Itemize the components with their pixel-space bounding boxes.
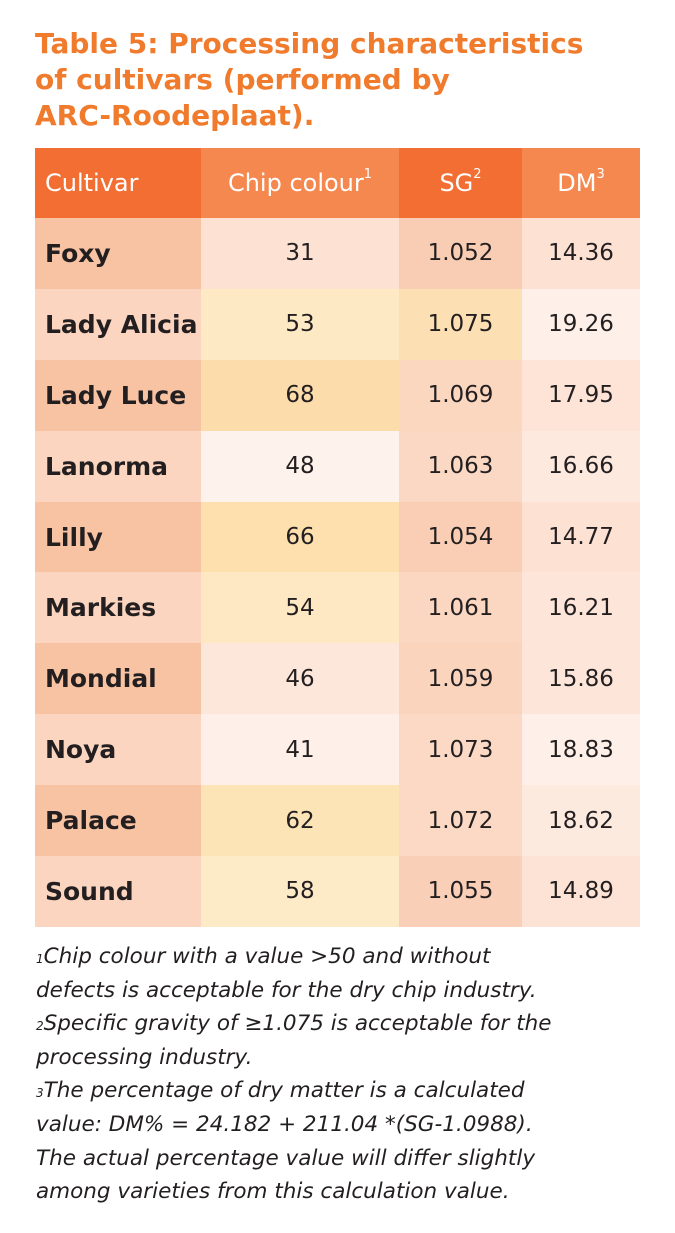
dm-value: 17.95	[522, 359, 640, 431]
table-row: Mondial 46 1.059 15.86	[35, 643, 640, 715]
sg-value: 1.061	[399, 572, 522, 644]
footnote: 3The percentage of dry matter is a calcu…	[36, 1074, 646, 1208]
cultivar-name: Lanorma	[35, 430, 201, 502]
chip-colour-value: 31	[201, 218, 399, 289]
header-label: SG	[439, 169, 474, 197]
chip-colour-value: 54	[201, 572, 399, 644]
title-line: of cultivars (performed by	[35, 63, 450, 96]
chip-colour-value: 68	[201, 359, 399, 431]
sg-value: 1.055	[399, 856, 522, 927]
footnote-number: 1	[36, 952, 44, 966]
footnote-number: 2	[36, 1019, 44, 1034]
sg-value: 1.059	[399, 643, 522, 715]
cultivar-name: Markies	[35, 572, 201, 644]
footnote-line: The actual percentage value will differ …	[36, 1145, 536, 1171]
sg-value: 1.063	[399, 430, 522, 502]
chip-colour-value: 53	[201, 288, 399, 360]
sg-value: 1.075	[399, 288, 522, 360]
dm-value: 14.89	[522, 856, 640, 927]
table-row: Noya 41 1.073 18.83	[35, 714, 640, 786]
table-title: Table 5: Processing characteristics of c…	[35, 26, 645, 134]
cultivar-name: Lady Alicia	[35, 288, 201, 360]
header-row: Cultivar Chip colour1 SG2 DM3	[35, 148, 640, 218]
table-row: Lady Alicia 53 1.075 19.26	[35, 288, 640, 360]
table-row: Lilly 66 1.054 14.77	[35, 501, 640, 573]
chip-colour-value: 48	[201, 430, 399, 502]
footnote-line: Chip colour with a value >50 and without	[43, 944, 491, 969]
table-row: Markies 54 1.061 16.21	[35, 572, 640, 644]
footnote-line: among varieties from this calculation va…	[36, 1179, 510, 1205]
dm-value: 14.36	[522, 218, 640, 289]
cultivar-name: Palace	[35, 785, 201, 857]
table-header: Cultivar Chip colour1 SG2 DM3	[35, 148, 640, 218]
footnote-marker: 2	[473, 167, 482, 182]
dm-value: 14.77	[522, 501, 640, 573]
cultivar-name: Lilly	[35, 501, 201, 573]
chip-colour-value: 46	[201, 643, 399, 715]
footnote-marker: 3	[596, 167, 605, 182]
header-dm: DM3	[522, 148, 640, 218]
footnote-line: processing industry.	[36, 1044, 253, 1070]
header-cultivar: Cultivar	[35, 148, 201, 218]
dm-value: 18.62	[522, 785, 640, 857]
dm-value: 18.83	[522, 714, 640, 786]
table-row: Sound 58 1.055 14.89	[35, 856, 640, 927]
table-body: Foxy 31 1.052 14.36 Lady Alicia 53 1.075 19.26 L…	[35, 218, 640, 927]
table-row: Foxy 31 1.052 14.36	[35, 218, 640, 289]
cultivar-name: Lady Luce	[35, 359, 201, 431]
cultivar-name: Noya	[35, 714, 201, 786]
chip-colour-value: 62	[201, 785, 399, 857]
footnote-line: value: DM% = 24.182 + 211.04 *(SG-1.0988…	[36, 1111, 533, 1137]
header-label: Chip colour	[227, 169, 364, 197]
chip-colour-value: 58	[201, 856, 399, 927]
cultivar-name: Foxy	[35, 218, 201, 289]
footnote-line: Specific gravity of ≥1.075 is acceptable…	[43, 1011, 552, 1037]
footnote: 2Specific gravity of ≥1.075 is acceptabl…	[36, 1007, 646, 1074]
header-chip-colour: Chip colour1	[201, 148, 399, 218]
dm-value: 16.66	[522, 430, 640, 502]
header-label: Cultivar	[45, 169, 139, 197]
table-row: Lanorma 48 1.063 16.66	[35, 430, 640, 502]
sg-value: 1.072	[399, 785, 522, 857]
dm-value: 19.26	[522, 288, 640, 360]
cultivar-table: Cultivar Chip colour1 SG2 DM3 Foxy 31 1.052 14…	[35, 148, 640, 927]
cultivar-name: Mondial	[35, 643, 201, 715]
title-line: ARC-Roodeplaat).	[35, 99, 315, 132]
footnote-line: defects is acceptable for the dry chip i…	[36, 977, 537, 1003]
dm-value: 16.21	[522, 572, 640, 644]
title-line: Table 5: Processing characteristics	[35, 27, 584, 60]
table-row: Lady Luce 68 1.069 17.95	[35, 359, 640, 431]
sg-value: 1.054	[399, 501, 522, 573]
chip-colour-value: 41	[201, 714, 399, 786]
header-sg: SG2	[399, 148, 522, 218]
table-row: Palace 62 1.072 18.62	[35, 785, 640, 857]
sg-value: 1.073	[399, 714, 522, 786]
dm-value: 15.86	[522, 643, 640, 715]
sg-value: 1.069	[399, 359, 522, 431]
chip-colour-value: 66	[201, 501, 399, 573]
cultivar-name: Sound	[35, 856, 201, 927]
footnote: 1Chip colour with a value >50 and withou…	[36, 940, 646, 1007]
footnotes: 1Chip colour with a value >50 and withou…	[36, 940, 646, 1209]
sg-value: 1.052	[399, 218, 522, 289]
footnote-marker: 1	[363, 167, 373, 182]
footnote-number: 3	[36, 1086, 44, 1101]
footnote-line: The percentage of dry matter is a calcul…	[43, 1078, 525, 1104]
header-label: DM	[557, 169, 597, 197]
